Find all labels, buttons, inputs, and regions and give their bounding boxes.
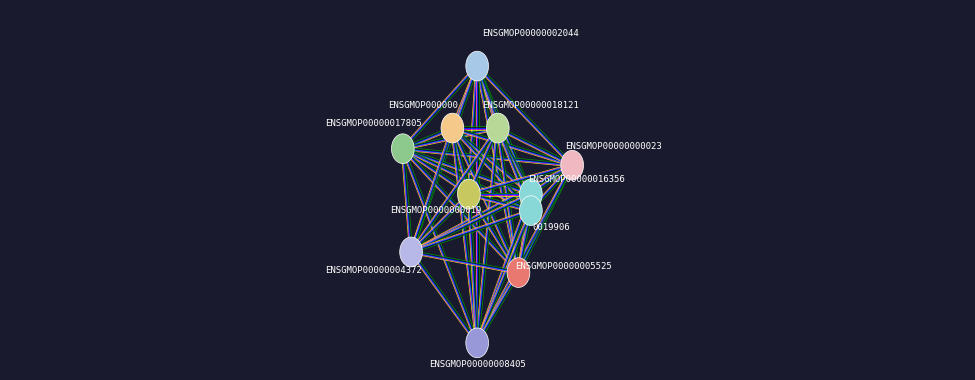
Ellipse shape (487, 113, 509, 143)
Text: ENSGMOP00000004372: ENSGMOP00000004372 (326, 266, 422, 275)
Text: ENSGMOP00000017805: ENSGMOP00000017805 (326, 119, 422, 128)
Ellipse shape (441, 113, 464, 143)
Ellipse shape (466, 328, 488, 358)
Text: ENSGMOP00000000023: ENSGMOP00000000023 (566, 142, 662, 151)
Ellipse shape (400, 237, 422, 267)
Text: ENSGMOP000000: ENSGMOP000000 (389, 101, 458, 110)
Text: ENSGMOP00000005525: ENSGMOP00000005525 (516, 262, 612, 271)
Text: ENSGMOP00000018121: ENSGMOP00000018121 (483, 101, 579, 110)
Ellipse shape (561, 150, 583, 180)
Ellipse shape (507, 258, 529, 288)
Ellipse shape (457, 179, 481, 209)
Text: 0019906: 0019906 (532, 223, 570, 232)
Text: ENSGMOP00000008405: ENSGMOP00000008405 (429, 360, 526, 369)
Ellipse shape (520, 196, 542, 225)
Ellipse shape (466, 51, 488, 81)
Ellipse shape (520, 179, 542, 209)
Text: ENSGMOP00000016356: ENSGMOP00000016356 (527, 175, 625, 184)
Ellipse shape (392, 134, 414, 163)
Text: ENSGMOP0000000019: ENSGMOP0000000019 (390, 206, 482, 215)
Text: ENSGMOP00000002044: ENSGMOP00000002044 (483, 28, 579, 38)
